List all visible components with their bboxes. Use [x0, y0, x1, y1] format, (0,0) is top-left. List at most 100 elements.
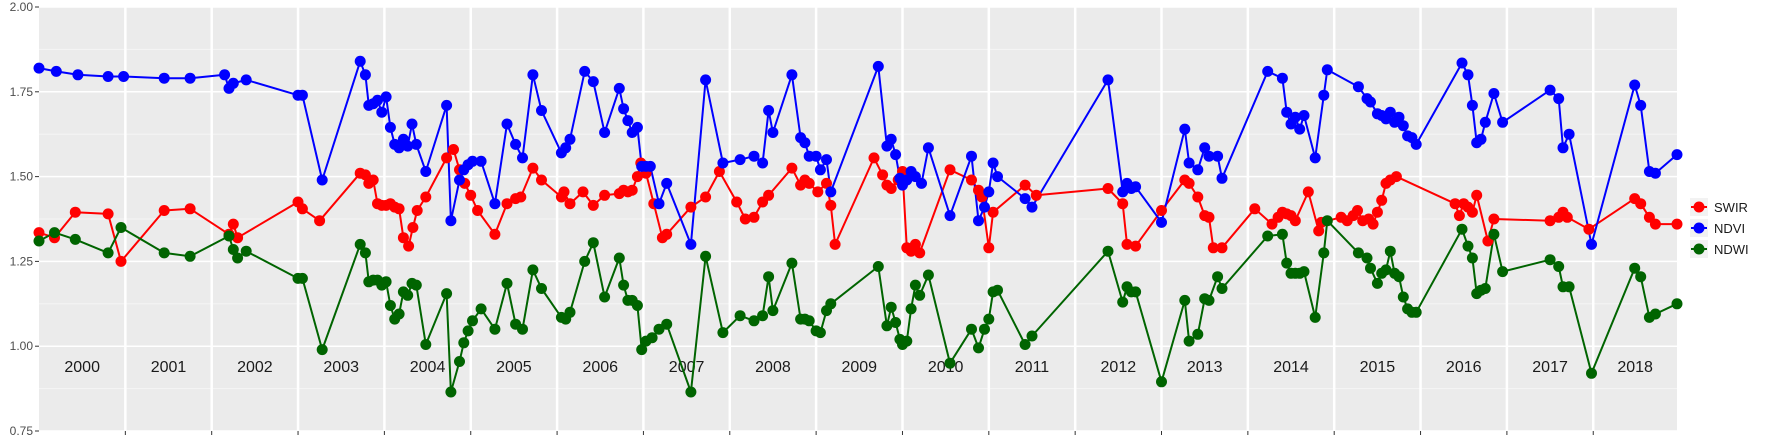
data-point-swir [489, 228, 501, 240]
data-point-swir [1649, 218, 1661, 230]
y-tick-label: 1.00 [10, 339, 34, 353]
series-layer [33, 55, 1683, 398]
data-point-ndwi [636, 344, 648, 356]
data-point-ndwi [1117, 296, 1129, 308]
data-point-ndwi [1488, 228, 1500, 240]
data-point-ndwi [890, 317, 902, 328]
data-point-ndvi [1117, 186, 1129, 198]
data-point-ndwi [462, 325, 474, 337]
data-point-ndvi [1216, 172, 1228, 184]
data-point-ndwi [564, 306, 576, 318]
data-point-ndwi [881, 320, 893, 332]
y-tick-label: 2.00 [10, 0, 34, 14]
data-point-swir [1156, 205, 1167, 216]
data-point-swir [367, 174, 379, 186]
data-point-ndvi [973, 215, 984, 227]
data-point-swir [626, 184, 638, 196]
data-point-ndwi [1635, 271, 1647, 283]
data-point-swir [227, 218, 239, 230]
y-tick-label: 1.50 [10, 170, 34, 184]
data-point-ndvi [227, 77, 239, 89]
data-point-ndvi [700, 74, 712, 86]
data-point-swir [944, 164, 956, 176]
data-point-ndwi [734, 310, 746, 322]
data-point-ndwi [587, 237, 599, 249]
data-point-ndwi [685, 386, 697, 398]
data-point-ndwi [661, 318, 673, 330]
data-point-swir [713, 166, 725, 177]
data-point-ndvi [987, 157, 999, 169]
data-point-ndvi [184, 72, 196, 84]
data-point-ndwi [1497, 266, 1509, 278]
data-point-swir [314, 215, 326, 227]
year-label: 2005 [496, 359, 532, 376]
data-point-ndvi [599, 127, 611, 138]
data-point-ndwi [359, 247, 371, 259]
data-point-ndwi [49, 227, 60, 239]
data-point-swir [983, 242, 995, 254]
data-point-ndvi [410, 138, 422, 150]
data-point-swir [158, 205, 170, 216]
year-label: 2000 [64, 359, 100, 376]
legend-key-point-ndvi [1693, 222, 1705, 234]
data-point-ndwi [1352, 247, 1364, 259]
data-point-swir [296, 203, 308, 215]
data-point-swir [599, 189, 611, 201]
data-point-swir [661, 228, 673, 240]
data-point-ndvi [1183, 157, 1195, 169]
data-point-ndvi [406, 118, 418, 130]
data-point-swir [1488, 213, 1500, 225]
data-point-ndwi [240, 245, 252, 257]
data-point-ndvi [748, 150, 760, 162]
data-point-ndvi [1475, 133, 1487, 145]
data-point-swir [739, 213, 751, 225]
data-point-ndvi [1276, 72, 1288, 84]
data-point-ndvi [653, 198, 665, 210]
data-point-swir [1117, 198, 1129, 210]
data-point-ndvi [72, 69, 84, 81]
data-point-ndwi [454, 356, 465, 367]
data-point-ndwi [467, 315, 478, 327]
year-label: 2017 [1532, 359, 1568, 376]
data-point-swir [397, 232, 409, 244]
data-point-ndvi [1294, 123, 1306, 135]
data-point-swir [1449, 198, 1461, 210]
data-point-ndwi [384, 300, 396, 311]
data-point-ndvi [1321, 64, 1333, 76]
data-point-ndwi [1466, 252, 1478, 264]
data-point-ndvi [454, 174, 465, 186]
data-point-ndwi [1671, 298, 1683, 310]
year-label: 2004 [410, 359, 446, 376]
major-gridlines [39, 6, 1677, 432]
data-point-ndvi [118, 71, 130, 82]
data-point-swir [359, 169, 371, 181]
year-label: 2018 [1617, 359, 1653, 376]
data-point-ndwi [786, 257, 798, 269]
data-point-ndvi [1026, 201, 1038, 213]
data-point-ndvi [890, 149, 902, 161]
data-point-ndwi [1276, 228, 1288, 240]
data-point-swir [1453, 210, 1465, 222]
y-tick-label: 1.25 [10, 254, 34, 268]
year-label: 2001 [151, 359, 187, 376]
data-point-ndwi [184, 250, 196, 262]
legend-label-ndwi: NDWI [1714, 242, 1749, 257]
data-point-ndvi [901, 174, 913, 186]
data-point-ndwi [1216, 283, 1228, 294]
data-point-ndwi [380, 276, 392, 288]
data-point-ndvi [501, 118, 513, 130]
data-point-ndvi [1557, 142, 1569, 154]
data-point-ndwi [536, 283, 547, 294]
data-point-ndwi [115, 222, 127, 233]
legend-label-swir: SWIR [1714, 200, 1748, 215]
data-point-ndwi [914, 289, 926, 301]
data-point-ndwi [1321, 215, 1333, 227]
data-point-ndwi [905, 303, 917, 315]
data-point-swir [748, 211, 760, 223]
data-point-ndvi [1289, 111, 1301, 123]
data-point-swir [868, 152, 880, 164]
data-point-ndvi [1318, 89, 1330, 101]
data-point-ndwi [1156, 376, 1167, 388]
data-point-ndvi [475, 155, 487, 167]
data-point-ndwi [393, 308, 405, 320]
